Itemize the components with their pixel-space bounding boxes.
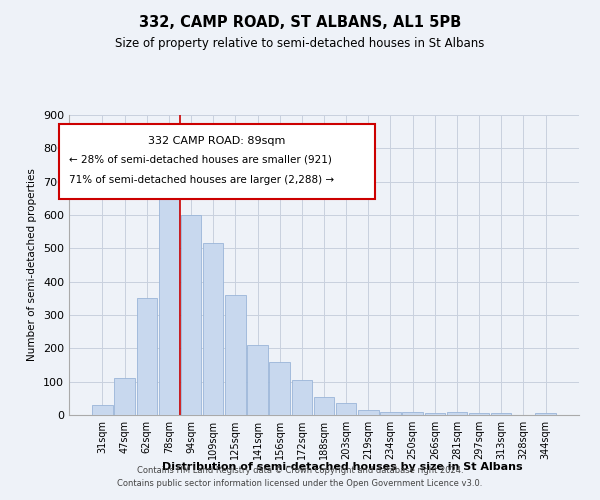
Bar [292, 380, 312, 415]
Bar [247, 345, 268, 415]
Text: 71% of semi-detached houses are larger (2,288) →: 71% of semi-detached houses are larger (… [69, 175, 334, 185]
Bar [358, 410, 379, 415]
Bar [203, 244, 223, 415]
Text: 332 CAMP ROAD: 89sqm: 332 CAMP ROAD: 89sqm [148, 136, 286, 146]
Bar [314, 396, 334, 415]
Bar [115, 378, 135, 415]
Bar [92, 405, 113, 415]
Bar [469, 414, 490, 415]
Bar [491, 414, 511, 415]
Text: ← 28% of semi-detached houses are smaller (921): ← 28% of semi-detached houses are smalle… [69, 154, 332, 164]
Bar [181, 215, 201, 415]
Text: 332, CAMP ROAD, ST ALBANS, AL1 5PB: 332, CAMP ROAD, ST ALBANS, AL1 5PB [139, 15, 461, 30]
Bar [269, 362, 290, 415]
FancyBboxPatch shape [59, 124, 375, 199]
Bar [535, 412, 556, 415]
Bar [336, 404, 356, 415]
Bar [380, 412, 401, 415]
Bar [447, 412, 467, 415]
Bar [425, 412, 445, 415]
Text: Contains HM Land Registry data © Crown copyright and database right 2024.
Contai: Contains HM Land Registry data © Crown c… [118, 466, 482, 487]
Bar [403, 412, 423, 415]
Text: Distribution of semi-detached houses by size in St Albans: Distribution of semi-detached houses by … [161, 462, 523, 472]
Y-axis label: Number of semi-detached properties: Number of semi-detached properties [28, 168, 37, 362]
Bar [225, 295, 245, 415]
Bar [137, 298, 157, 415]
Text: Size of property relative to semi-detached houses in St Albans: Size of property relative to semi-detach… [115, 38, 485, 51]
Bar [158, 174, 179, 415]
